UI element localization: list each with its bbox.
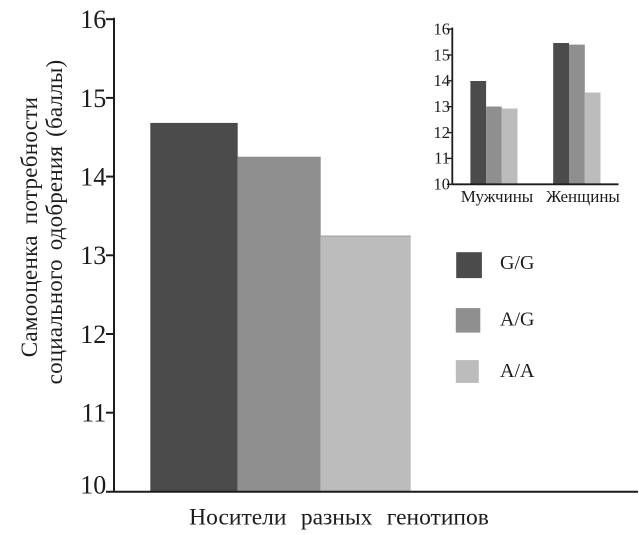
svg-text:16: 16 [434,19,451,38]
svg-text:16: 16 [80,5,106,34]
svg-text:15: 15 [80,84,106,113]
svg-text:A/G: A/G [500,309,534,331]
svg-text:11: 11 [434,149,450,168]
svg-text:Носители разных генотипов: Носители разных генотипов [189,505,489,531]
svg-text:социального одобрения (баллы): социального одобрения (баллы) [42,60,67,385]
svg-text:Мужчины: Мужчины [461,187,534,206]
svg-text:14: 14 [434,71,451,90]
svg-text:15: 15 [434,45,451,64]
svg-text:13: 13 [434,97,451,116]
svg-text:G/G: G/G [500,252,534,274]
svg-text:11: 11 [81,399,106,428]
svg-text:10: 10 [80,471,106,500]
svg-text:12: 12 [434,123,451,142]
svg-text:14: 14 [80,163,106,192]
svg-text:10: 10 [434,175,451,194]
svg-text:Женщины: Женщины [546,187,620,206]
svg-text:A/A: A/A [500,360,535,382]
svg-text:Самооценка потребности: Самооценка потребности [17,97,42,358]
svg-text:12: 12 [80,320,106,349]
svg-text:13: 13 [80,241,106,270]
